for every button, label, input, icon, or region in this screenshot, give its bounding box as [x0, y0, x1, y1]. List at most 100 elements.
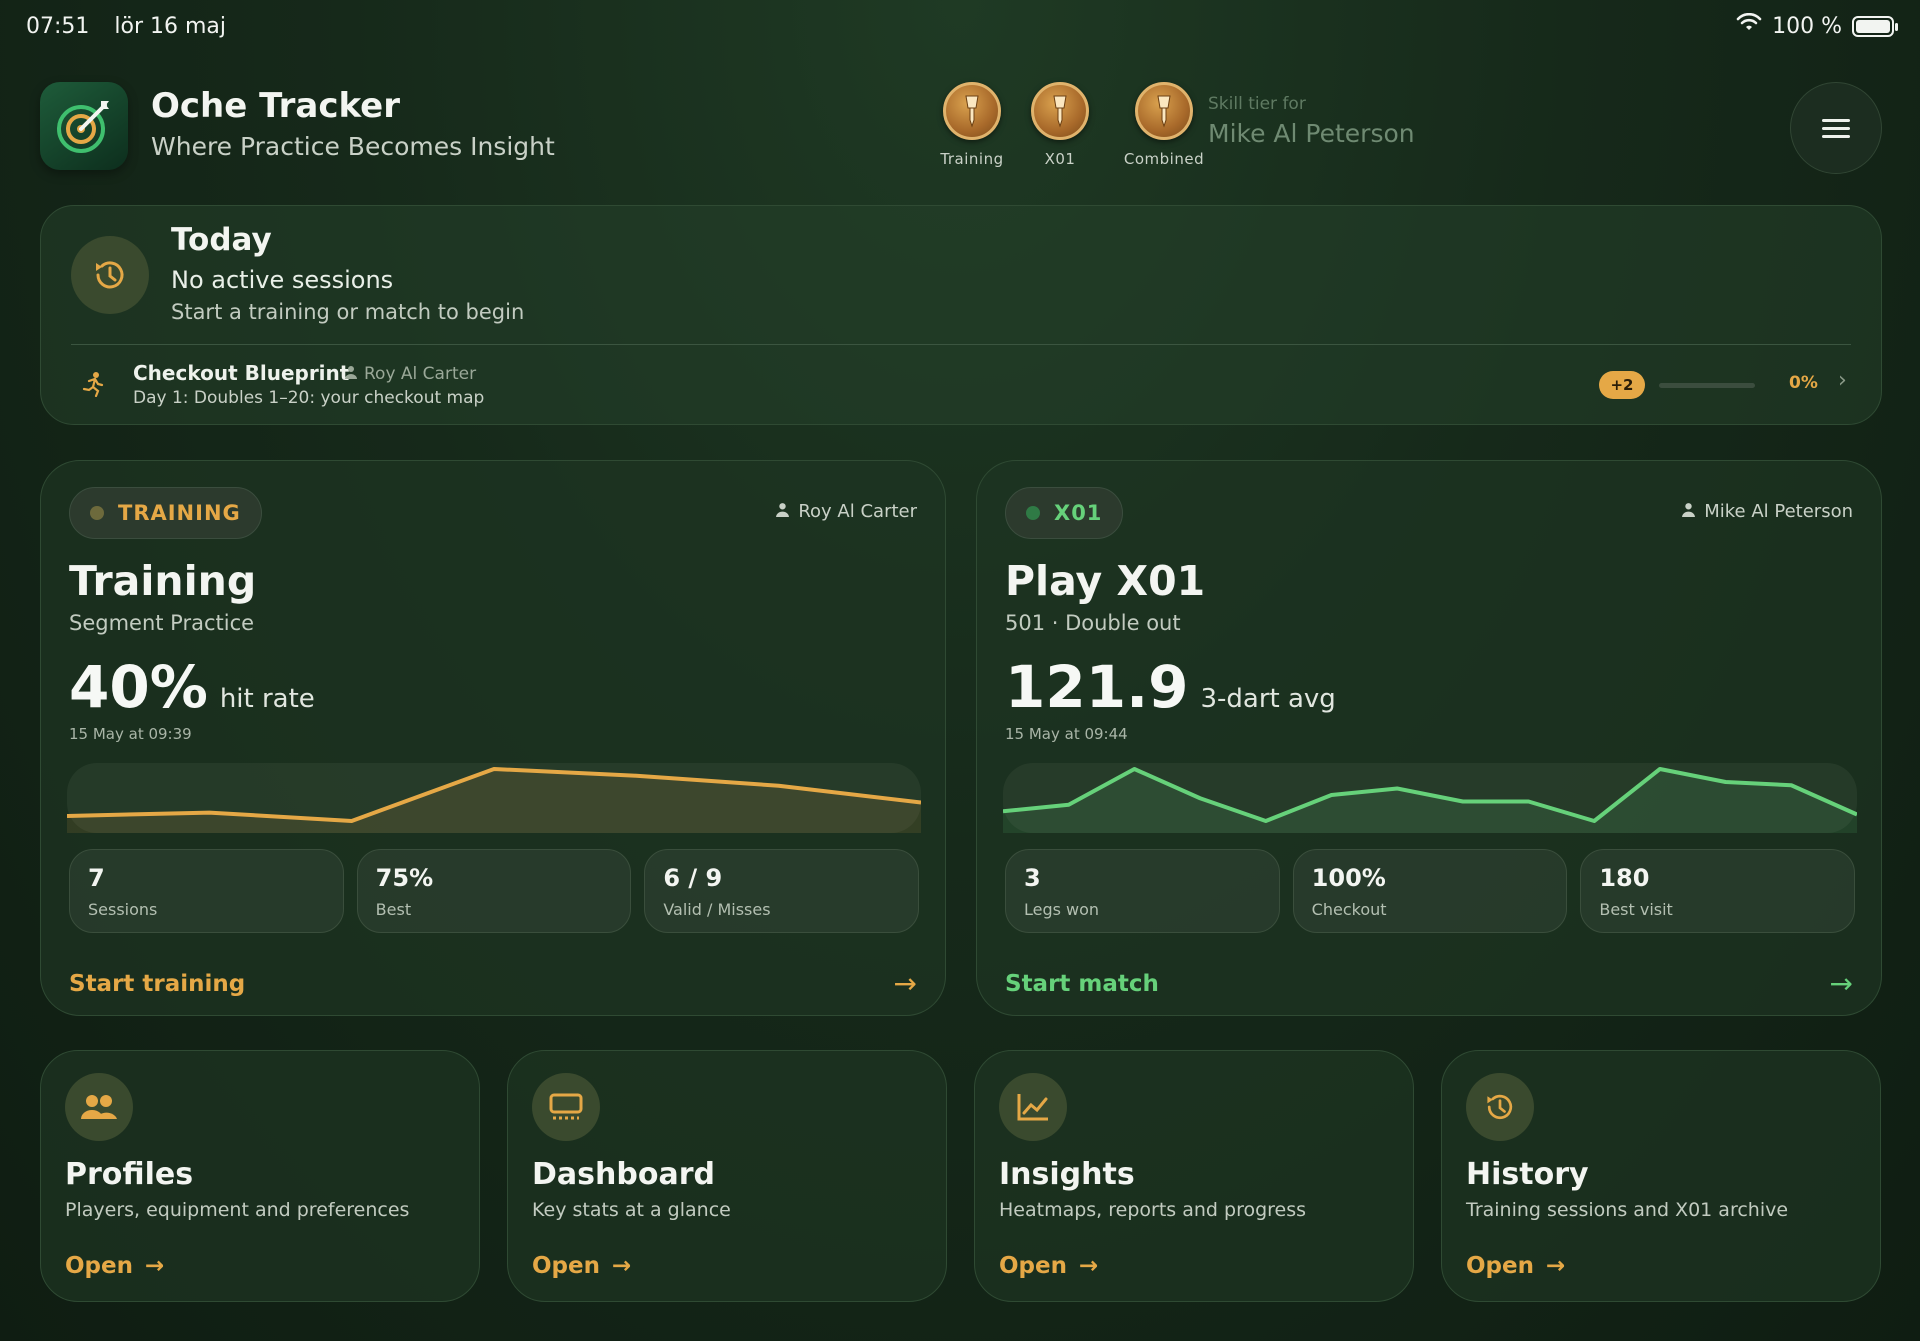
open-button[interactable]: Open → [999, 1253, 1098, 1279]
stat-tile: 3 Legs won [1005, 849, 1280, 933]
stat-tile: 75% Best [356, 849, 632, 933]
person-icon [775, 501, 790, 522]
nav-title: History [1466, 1157, 1589, 1192]
app-subtitle: Where Practice Becomes Insight [151, 132, 555, 161]
arrow-right-icon: → [1546, 1253, 1566, 1279]
tier-combined[interactable]: Combined [1109, 82, 1219, 168]
open-label: Open [65, 1253, 133, 1279]
nav-card-profiles[interactable]: Profiles Players, equipment and preferen… [40, 1050, 480, 1302]
training-card[interactable]: TRAINING Roy Al Carter Training Segment … [40, 460, 946, 1016]
card-user: Roy Al Carter [775, 501, 917, 522]
pill-label: TRAINING [118, 501, 241, 525]
people-icon [65, 1073, 133, 1141]
app-title: Oche Tracker [151, 86, 401, 126]
stat-value: 6 / 9 [663, 864, 723, 892]
dart-medal-icon [1031, 82, 1089, 140]
status-dot [1026, 506, 1040, 520]
open-label: Open [999, 1253, 1067, 1279]
app-header: Oche Tracker Where Practice Becomes Insi… [40, 82, 1882, 174]
card-user: Mike Al Peterson [1681, 501, 1853, 522]
stat-value: 3 [1024, 864, 1041, 892]
blueprint-user: Roy Al Carter [344, 364, 476, 384]
x01-sparkline [1003, 767, 1857, 833]
metric-unit: hit rate [219, 684, 315, 714]
skill-tier-player[interactable]: Mike Al Peterson [1208, 119, 1415, 148]
tier-x01[interactable]: X01 [1021, 82, 1099, 168]
stats-row: 3 Legs won 100% Checkout 180 Best visit [1005, 849, 1856, 933]
app-logo-icon [40, 82, 128, 170]
training-sparkline [67, 767, 921, 833]
skill-tier-label: Skill tier for [1208, 94, 1306, 114]
open-label: Open [1466, 1253, 1534, 1279]
training-sparkline-area [67, 769, 921, 833]
blueprint-title[interactable]: Checkout Blueprint [133, 361, 350, 385]
metric-unit: 3-dart avg [1200, 684, 1336, 714]
stat-label: Sessions [88, 900, 158, 919]
tier-label: Combined [1123, 150, 1205, 168]
card-date: 15 May at 09:39 [69, 725, 192, 743]
arrow-right-icon[interactable]: → [893, 967, 917, 1000]
open-button[interactable]: Open → [65, 1253, 164, 1279]
stat-label: Legs won [1024, 900, 1100, 919]
history-icon [1466, 1073, 1534, 1141]
stat-value: 75% [375, 864, 434, 892]
training-pill: TRAINING [69, 487, 262, 539]
card-subtitle: Segment Practice [69, 611, 255, 635]
nav-card-dashboard[interactable]: Dashboard Key stats at a glance Open → [507, 1050, 947, 1302]
wifi-icon [1736, 12, 1762, 39]
arrow-right-icon: → [145, 1253, 165, 1279]
stat-value: 7 [88, 864, 105, 892]
history-icon [71, 236, 149, 314]
metric-value: 40% [69, 653, 208, 721]
headline-metric: 40% hit rate [69, 653, 315, 721]
nav-card-history[interactable]: History Training sessions and X01 archiv… [1441, 1050, 1881, 1302]
arrow-right-icon[interactable]: → [1829, 967, 1853, 1000]
stat-tile: 6 / 9 Valid / Misses [644, 849, 920, 933]
card-date: 15 May at 09:44 [1005, 725, 1128, 743]
chart-icon [999, 1073, 1067, 1141]
arrow-right-icon: → [612, 1253, 632, 1279]
person-icon [1681, 501, 1696, 522]
stat-label: Best [375, 900, 412, 919]
open-button[interactable]: Open → [1466, 1253, 1565, 1279]
stat-tile: 7 Sessions [69, 849, 344, 933]
start-match-button[interactable]: Start match [1005, 971, 1159, 997]
metric-value: 121.9 [1005, 653, 1189, 721]
nav-title: Profiles [65, 1157, 194, 1192]
chevron-right-icon[interactable]: › [1838, 368, 1847, 393]
today-card: Today No active sessions Start a trainin… [40, 205, 1882, 425]
start-training-button[interactable]: Start training [69, 971, 246, 997]
blueprint-progress-text: 0% [1789, 373, 1818, 393]
nav-title: Insights [999, 1157, 1135, 1192]
stat-tile: 100% Checkout [1292, 849, 1568, 933]
nav-desc: Heatmaps, reports and progress [999, 1199, 1307, 1221]
card-user-name: Mike Al Peterson [1704, 501, 1853, 522]
menu-button[interactable] [1790, 82, 1882, 174]
battery-text: 100 % [1772, 13, 1842, 39]
nav-desc: Training sessions and X01 archive [1466, 1199, 1789, 1221]
blueprint-subtitle: Day 1: Doubles 1–20: your checkout map [133, 388, 485, 408]
nav-card-insights[interactable]: Insights Heatmaps, reports and progress … [974, 1050, 1414, 1302]
divider [71, 344, 1851, 345]
nav-desc: Players, equipment and preferences [65, 1199, 410, 1221]
stat-label: Best visit [1599, 900, 1673, 919]
x01-card[interactable]: X01 Mike Al Peterson Play X01 501 · Doub… [976, 460, 1882, 1016]
arrow-right-icon: → [1079, 1253, 1099, 1279]
open-button[interactable]: Open → [532, 1253, 631, 1279]
today-hint: Start a training or match to begin [171, 300, 525, 324]
training-sparkline-line [67, 767, 921, 823]
stat-value: 180 [1599, 864, 1650, 892]
person-icon [344, 364, 358, 384]
status-dot [90, 506, 104, 520]
dashboard-icon [532, 1073, 600, 1141]
status-time: 07:51 [26, 13, 90, 39]
blueprint-badge: +2 [1599, 371, 1645, 399]
stat-value: 100% [1311, 864, 1386, 892]
card-user-name: Roy Al Carter [798, 501, 917, 522]
tier-label: X01 [1044, 150, 1076, 168]
x01-sparkline-line [1003, 767, 1857, 823]
pill-label: X01 [1054, 501, 1103, 525]
tier-training[interactable]: Training [933, 82, 1011, 168]
today-title: Today [171, 222, 272, 258]
card-title: Play X01 [1005, 557, 1206, 605]
